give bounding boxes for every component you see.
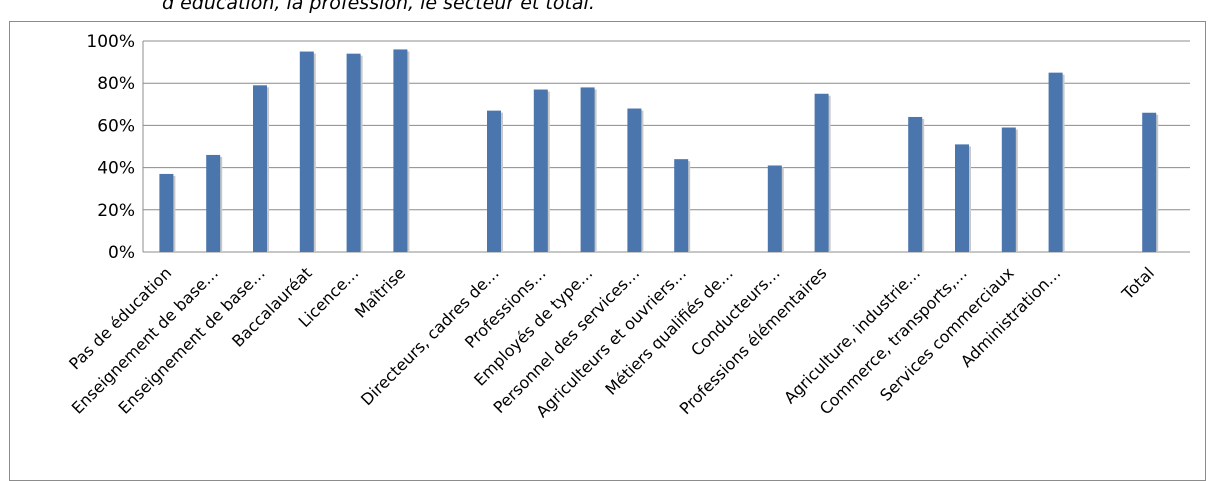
category-label: Total xyxy=(1117,263,1158,304)
category-label: Professions… xyxy=(461,263,550,352)
bar xyxy=(674,159,689,252)
bar xyxy=(580,87,595,252)
bar xyxy=(767,165,782,252)
bar xyxy=(1142,112,1157,253)
bar xyxy=(253,85,267,252)
y-tick-label: 0% xyxy=(108,243,135,263)
bars xyxy=(159,49,1159,253)
chart-caption: d’éducation, la profession, le secteur e… xyxy=(162,0,595,14)
bar xyxy=(533,89,548,252)
y-tick-label: 100% xyxy=(86,32,135,52)
bar xyxy=(206,154,221,252)
bar xyxy=(627,108,642,253)
y-tick-label: 20% xyxy=(97,201,135,221)
y-tick-label: 40% xyxy=(97,159,135,179)
category-label: Maîtrise xyxy=(351,263,409,321)
bar xyxy=(393,49,408,252)
bar xyxy=(159,173,174,252)
bar xyxy=(299,51,314,252)
bar xyxy=(346,53,361,252)
y-tick-label: 80% xyxy=(97,74,135,94)
y-tick-label: 60% xyxy=(97,116,135,136)
bar xyxy=(955,144,969,252)
bar xyxy=(814,93,829,252)
bar xyxy=(1048,72,1063,253)
gridlines xyxy=(142,40,1190,253)
y-axis-tick-labels: 0% 20% 40% 60% 80% 100% xyxy=(86,32,135,263)
bar xyxy=(1001,127,1016,252)
bar xyxy=(487,110,501,252)
bar xyxy=(908,116,923,253)
